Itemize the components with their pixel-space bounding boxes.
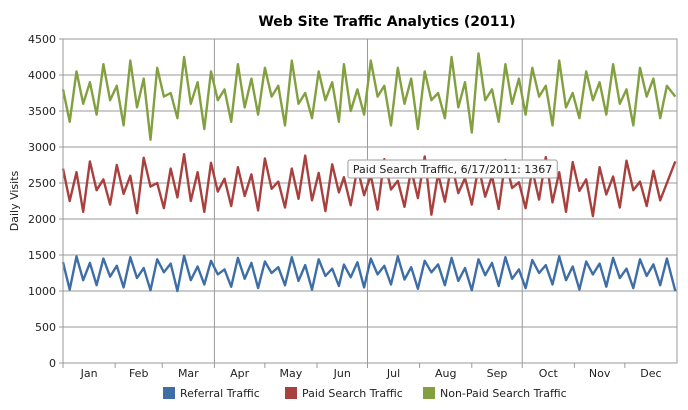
x-tick-label: Aug — [435, 367, 456, 380]
y-tick-label: 0 — [49, 357, 56, 370]
legend-label-non-paid-search-traffic: Non-Paid Search Traffic — [440, 387, 567, 400]
y-tick-label: 500 — [35, 321, 56, 334]
axes: 0 500 1000 1500 2000 2500 3000 3500 4000 4500 Jan F… — [28, 33, 662, 380]
y-tick-label: 4500 — [28, 33, 56, 46]
x-tick-label: Nov — [589, 367, 611, 380]
x-tick-label: May — [280, 367, 303, 380]
x-tick-label: Oct — [539, 367, 559, 380]
y-tick-label: 3500 — [28, 105, 56, 118]
series-line-referral-traffic[interactable] — [61, 254, 677, 293]
legend-swatch-non-paid-search-traffic — [423, 387, 435, 399]
y-tick-label: 1000 — [28, 285, 56, 298]
x-tick-label: Dec — [640, 367, 661, 380]
y-tick-label: 2500 — [28, 177, 56, 190]
legend-swatch-referral-traffic — [163, 387, 175, 399]
y-axis-label: Daily Visits — [8, 170, 21, 231]
legend-label-paid-search-traffic: Paid Search Traffic — [302, 387, 403, 400]
x-tick-label: Feb — [129, 367, 148, 380]
y-tick-label: 2000 — [28, 213, 56, 226]
series-lines[interactable] — [61, 52, 677, 293]
y-tick-label: 3000 — [28, 141, 56, 154]
legend-swatch-paid-search-traffic — [285, 387, 297, 399]
x-tick-label: Sep — [487, 367, 508, 380]
series-line-non-paid-search-traffic[interactable] — [61, 52, 677, 141]
tooltip-text: Paid Search Traffic, 6/17/2011: 1367 — [353, 163, 552, 176]
y-tick-label: 1500 — [28, 249, 56, 262]
plot-frame — [62, 38, 678, 364]
x-tick-label: Apr — [230, 367, 250, 380]
x-tick-label: Jun — [333, 367, 351, 380]
legend: Referral Traffic Paid Search Traffic Non-P… — [163, 387, 567, 400]
tooltip: Paid Search Traffic, 6/17/2011: 1367 — [347, 159, 558, 179]
x-tick-label: Mar — [178, 367, 199, 380]
chart-title: Web Site Traffic Analytics (2011) — [258, 14, 515, 30]
x-tick-label: Jan — [80, 367, 98, 380]
legend-label-referral-traffic: Referral Traffic — [180, 387, 260, 400]
series-line-paid-search-traffic[interactable] — [61, 153, 677, 218]
y-tick-label: 4000 — [28, 69, 56, 82]
x-tick-label: Jul — [386, 367, 400, 380]
tooltip-box — [347, 159, 558, 179]
